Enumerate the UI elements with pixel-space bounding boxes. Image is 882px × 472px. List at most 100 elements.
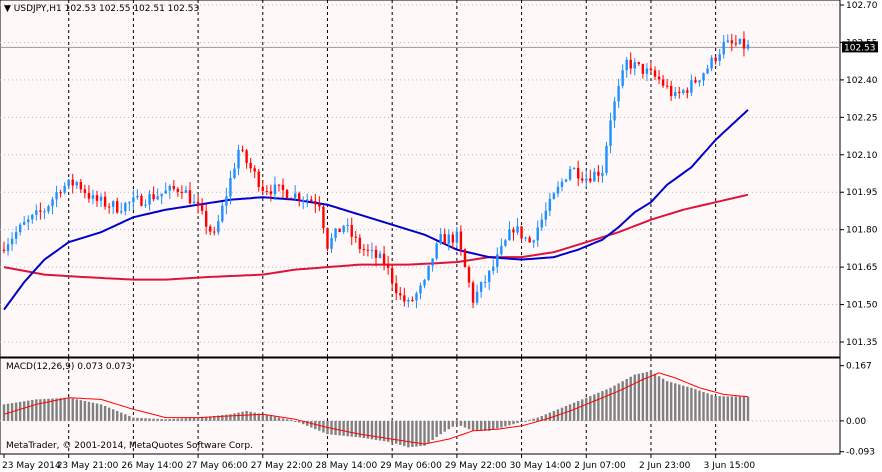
candle-body — [2, 249, 6, 251]
candle-body — [168, 185, 171, 191]
macd-bar — [665, 381, 669, 421]
candle-body — [354, 236, 357, 238]
candle-body — [641, 63, 645, 74]
candle-body — [488, 270, 491, 283]
candle-body — [653, 70, 657, 77]
macd-bar — [87, 401, 91, 421]
macd-bar — [508, 420, 511, 426]
candle-body — [249, 162, 252, 169]
macd-bar — [488, 420, 491, 431]
candle-body — [346, 225, 349, 227]
macd-bar — [91, 402, 95, 421]
candle-body — [661, 79, 665, 86]
candle-body — [548, 198, 552, 211]
candle-body — [492, 266, 495, 271]
macd-bar — [350, 420, 353, 437]
macd-bar — [285, 419, 289, 421]
macd-bar — [27, 400, 30, 421]
price-tick-label: 102.40 — [846, 76, 878, 86]
macd-bar — [346, 420, 349, 437]
macd-bar — [702, 391, 705, 421]
candle-body — [742, 38, 746, 49]
main-plot-area[interactable] — [0, 0, 841, 358]
macd-bar — [407, 420, 410, 448]
candle-body — [617, 85, 620, 102]
candle-body — [738, 38, 742, 44]
candle-body — [225, 196, 228, 206]
candle-body — [633, 62, 636, 69]
macd-bar — [176, 418, 180, 421]
candle-body — [180, 191, 184, 193]
candle-body — [698, 80, 701, 83]
macd-bar — [512, 420, 515, 425]
candle-body — [516, 226, 519, 233]
macd-tick-label: 0.167 — [846, 362, 872, 372]
candle-body — [265, 190, 269, 192]
macd-bar — [415, 420, 418, 447]
macd-bar — [237, 412, 240, 421]
time-tick-label: 23 May 21:00 — [57, 461, 119, 471]
price-tick-label: 101.50 — [846, 301, 878, 311]
candle-body — [39, 210, 42, 212]
candle-body — [204, 210, 208, 227]
candle-body — [188, 190, 192, 204]
candle-body — [71, 179, 74, 186]
macd-bar — [479, 420, 483, 431]
candle-body — [221, 205, 224, 222]
candle-body — [132, 197, 135, 203]
candle-body — [544, 210, 548, 220]
candle-body — [241, 149, 244, 151]
macd-bar — [330, 420, 333, 435]
macd-axis: 0.167 0.00 -0.093 — [840, 362, 875, 458]
candle-body — [629, 59, 632, 69]
candle-body — [403, 295, 406, 302]
candle-body — [55, 192, 58, 200]
macd-bar — [99, 404, 103, 421]
macd-bar — [289, 420, 293, 422]
candle-body — [217, 221, 220, 233]
chart-title: ▼ USDJPY,H1 102.53 102.55 102.51 102.53 — [4, 4, 199, 14]
price-tick-label: 101.80 — [846, 226, 878, 236]
candle-body — [330, 237, 333, 249]
candle-body — [10, 238, 14, 245]
candle-body — [310, 199, 313, 202]
macd-bar — [629, 376, 632, 421]
macd-bar — [544, 414, 548, 421]
candle-body — [111, 201, 115, 207]
candle-body — [35, 210, 38, 215]
candle-body — [293, 193, 297, 199]
macd-bar — [492, 420, 495, 430]
current-price-label: 102.53 — [844, 43, 876, 53]
macd-bar — [390, 420, 394, 443]
macd-bar — [51, 398, 54, 421]
candle-body — [196, 201, 200, 205]
candle-body — [572, 168, 576, 170]
macd-bar — [249, 411, 252, 421]
macd-bar — [601, 391, 604, 421]
macd-bar — [310, 420, 313, 428]
candle-body — [281, 184, 285, 191]
macd-bar — [722, 396, 725, 421]
macd-bar — [140, 418, 143, 421]
macd-bar — [661, 378, 665, 421]
candle-body — [140, 195, 143, 206]
macd-bar — [261, 414, 264, 421]
candle-body — [427, 265, 430, 280]
fast-ma-layer — [3, 109, 749, 311]
macd-bar — [403, 420, 406, 447]
macd-bar — [314, 420, 317, 430]
candle-body — [14, 232, 18, 239]
macd-bar — [435, 420, 438, 438]
macd-bar — [156, 418, 159, 421]
candle-body — [463, 249, 467, 268]
macd-bar — [47, 398, 50, 421]
macd-bar — [302, 420, 305, 425]
triangle-down-icon[interactable]: ▼ — [4, 4, 11, 14]
macd-bar — [609, 387, 612, 421]
macd-bar — [496, 420, 499, 429]
candle-body — [431, 258, 434, 266]
macd-bar — [678, 384, 681, 421]
candle-body — [435, 243, 438, 259]
